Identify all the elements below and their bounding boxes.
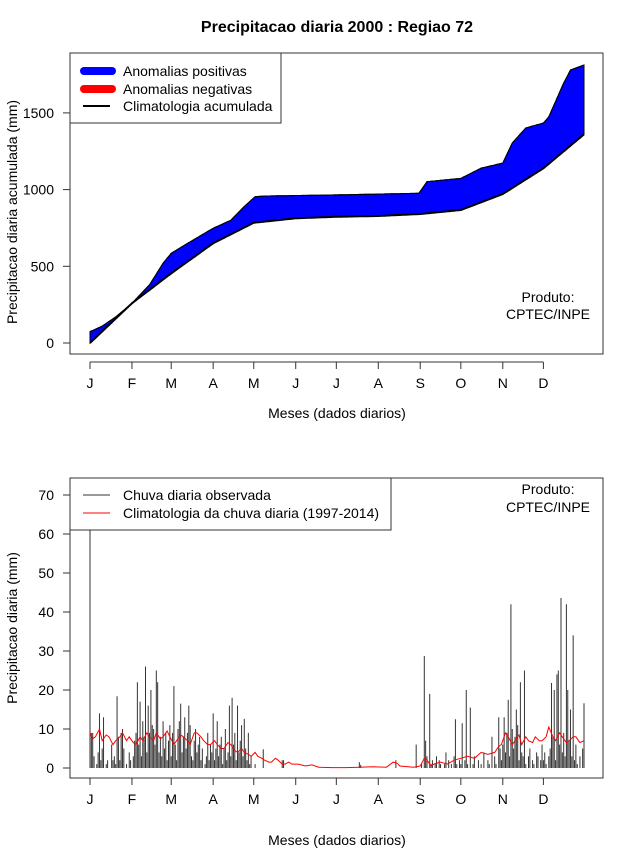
y-tick-label: 0	[46, 335, 54, 351]
x-tick-label: J	[87, 375, 94, 391]
y-tick-label: 70	[38, 487, 54, 503]
x-tick-label: A	[374, 791, 384, 807]
x-tick-label: J	[87, 791, 94, 807]
climatology-line-group	[89, 725, 585, 769]
y-tick-label: 0	[46, 760, 54, 776]
y-tick-label: 40	[38, 604, 54, 620]
legend-label-negative: Anomalias negativas	[123, 81, 252, 97]
x-tick-label: M	[248, 791, 260, 807]
y-tick-label: 50	[38, 565, 54, 581]
legend-box	[69, 477, 392, 531]
legend: Anomalias positivas Anomalias negativas …	[69, 52, 282, 124]
y-axis: 0 10 20 30 40 50 60 70	[38, 487, 70, 776]
y-tick-label: 20	[38, 682, 54, 698]
x-tick-label: N	[498, 791, 508, 807]
y-tick-label: 1000	[23, 182, 54, 198]
x-tick-label: N	[498, 375, 508, 391]
legend-label-climatology: Climatologia acumulada	[123, 98, 273, 114]
x-tick-label: D	[538, 375, 548, 391]
x-tick-label: J	[333, 791, 340, 807]
product-label: Produto:	[522, 289, 575, 305]
climatology-cumulative-line	[89, 133, 585, 344]
x-tick-label: F	[128, 375, 137, 391]
x-axis-label: Meses (dados diarios)	[268, 405, 406, 421]
x-tick-label: M	[165, 375, 177, 391]
y-axis-label: Precipitacao diaria (mm)	[4, 552, 20, 704]
x-axis-label: Meses (dados diarios)	[268, 832, 406, 848]
product-source: CPTEC/INPE	[506, 306, 590, 322]
y-tick-label: 60	[38, 526, 54, 542]
legend-label-positive: Anomalias positivas	[123, 63, 247, 79]
x-tick-label: S	[416, 375, 425, 391]
x-tick-label: F	[128, 791, 137, 807]
y-tick-label: 30	[38, 643, 54, 659]
climatology-daily-line	[89, 725, 585, 769]
x-tick-label: S	[416, 791, 425, 807]
observed-cumulative-line	[89, 64, 585, 333]
x-tick-label: J	[292, 375, 299, 391]
x-tick-label: J	[292, 791, 299, 807]
x-tick-label: O	[455, 375, 466, 391]
y-tick-label: 500	[31, 258, 55, 274]
chart-title: Precipitacao diaria 2000 : Regiao 72	[201, 19, 473, 36]
y-axis: 0 500 1000 1500	[23, 105, 70, 351]
bars-group	[89, 530, 585, 768]
x-tick-label: D	[538, 791, 548, 807]
product-label: Produto:	[522, 481, 575, 497]
x-tick-label: J	[333, 375, 340, 391]
x-tick-label: M	[248, 375, 260, 391]
y-tick-label: 1500	[23, 105, 54, 121]
cumulative-chart: 0 500 1000 1500 J F M A M J J A S O N D Precipitacao d…	[4, 52, 604, 421]
daily-chart: 0 10 20 30 40 50 60 70 J F M A M J J A S O N D Precipitaca…	[4, 477, 604, 848]
y-tick-label: 10	[38, 721, 54, 737]
x-tick-label: A	[374, 375, 384, 391]
x-tick-label: M	[165, 791, 177, 807]
x-tick-label: A	[208, 375, 218, 391]
x-tick-label: O	[455, 791, 466, 807]
legend: Chuva diaria observada Climatologia da c…	[69, 477, 392, 531]
anomaly-area-group	[89, 64, 585, 345]
legend-label-observed: Chuva diaria observada	[123, 487, 271, 503]
product-source: CPTEC/INPE	[506, 499, 590, 515]
y-axis-label: Precipitacao diaria acumulada (mm)	[4, 100, 20, 324]
plot-frame	[69, 52, 604, 355]
x-tick-label: A	[208, 791, 218, 807]
legend-label-climatology: Climatologia da chuva diaria (1997-2014)	[123, 505, 379, 521]
